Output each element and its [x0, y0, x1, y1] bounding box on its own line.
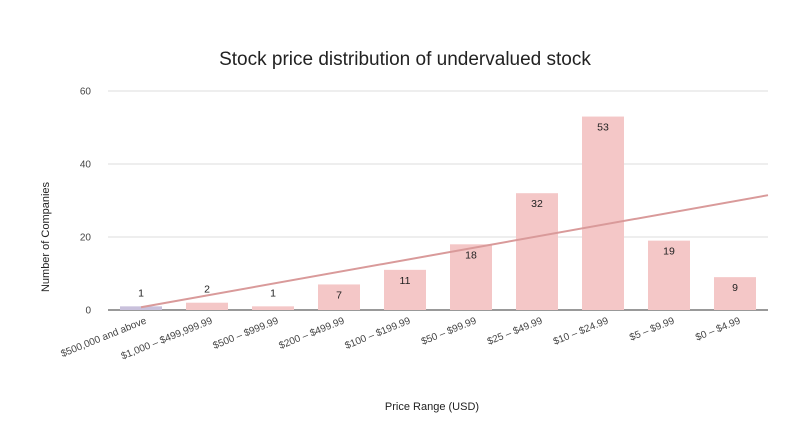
bar: [582, 116, 624, 310]
x-tick-label: $100 – $199.99: [344, 315, 413, 351]
data-label: 1: [138, 287, 144, 299]
y-axis-title: Number of Companies: [40, 181, 52, 292]
data-label: 53: [597, 122, 609, 134]
x-axis-title: Price Range (USD): [385, 401, 479, 413]
x-tick-labels: $500,000 and above$1,000 – $499,999.99$5…: [59, 315, 742, 362]
data-label: 2: [204, 284, 210, 296]
bars: [120, 116, 756, 310]
data-label: 18: [465, 249, 477, 261]
x-tick-label: $200 – $499.99: [278, 315, 347, 351]
data-label: 9: [732, 282, 738, 294]
x-tick-label: $0 – $4.99: [694, 315, 742, 343]
data-label: 19: [663, 246, 675, 258]
bar: [384, 269, 426, 310]
bar: [252, 306, 294, 310]
data-label: 1: [270, 287, 276, 299]
y-tick-label: 0: [85, 306, 91, 317]
y-tick-label: 60: [80, 87, 92, 98]
y-tick-labels: 0 20 40 60: [80, 87, 92, 317]
data-label: 32: [531, 198, 543, 210]
y-tick-label: 20: [80, 233, 92, 244]
bar: [186, 302, 228, 310]
bar: [318, 284, 360, 310]
y-tick-label: 40: [80, 160, 92, 171]
bar: [516, 193, 558, 310]
trendline-group: [140, 194, 769, 309]
trendline: [140, 194, 769, 309]
x-tick-label: $500 – $999.99: [212, 315, 281, 351]
x-tick-label: $5 – $9.99: [628, 315, 676, 343]
data-labels: 1 2 1 7 11 18 32 53 19 9: [138, 122, 738, 302]
x-tick-label: $50 – $99.99: [420, 315, 479, 347]
bar: [120, 306, 162, 310]
chart-title: Stock price distribution of undervalued …: [219, 49, 591, 70]
data-label: 11: [400, 275, 411, 287]
bar: [450, 244, 492, 310]
bar: [648, 240, 690, 310]
bar: [714, 277, 756, 310]
x-tick-label: $10 – $24.99: [552, 315, 611, 347]
data-label: 7: [336, 289, 342, 301]
x-tick-label: $25 – $49.99: [486, 315, 545, 347]
